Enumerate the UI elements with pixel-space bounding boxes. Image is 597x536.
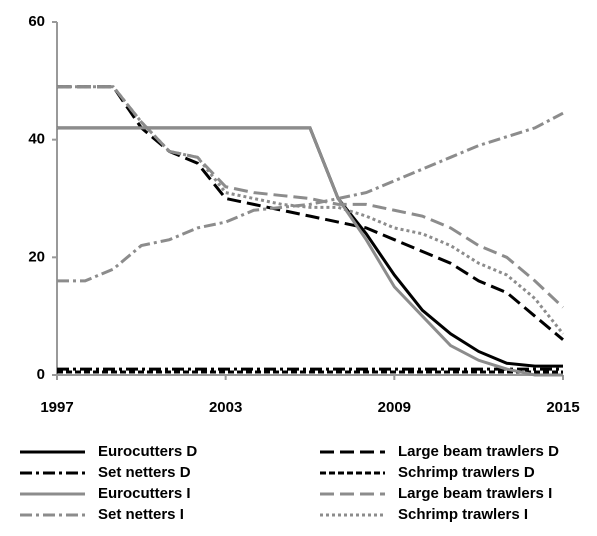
legend-label: Schrimp trawlers D: [398, 464, 535, 481]
y-tick-label: 40: [28, 131, 45, 148]
series-line: [57, 85, 564, 341]
legend-label: Schrimp trawlers I: [398, 506, 528, 523]
series-line: [57, 85, 565, 335]
x-tick-label: 2003: [209, 399, 242, 416]
legend-label: Large beam trawlers D: [398, 443, 559, 460]
x-tick-label: 1997: [40, 399, 73, 416]
legend-label: Set netters D: [98, 464, 191, 481]
series-line: [57, 111, 564, 283]
legend-label: Set netters I: [98, 506, 184, 523]
y-tick-label: 20: [28, 248, 45, 265]
legend-label: Eurocutters D: [98, 443, 197, 460]
x-tick-label: 2009: [378, 399, 411, 416]
series-line: [57, 126, 563, 368]
x-tick-label: 2015: [546, 399, 579, 416]
y-tick-label: 60: [28, 13, 45, 30]
legend-label: Large beam trawlers I: [398, 485, 552, 502]
series-line: [57, 85, 565, 309]
y-tick-label: 0: [37, 366, 45, 383]
series-line: [57, 126, 563, 377]
legend-label: Eurocutters I: [98, 485, 191, 502]
